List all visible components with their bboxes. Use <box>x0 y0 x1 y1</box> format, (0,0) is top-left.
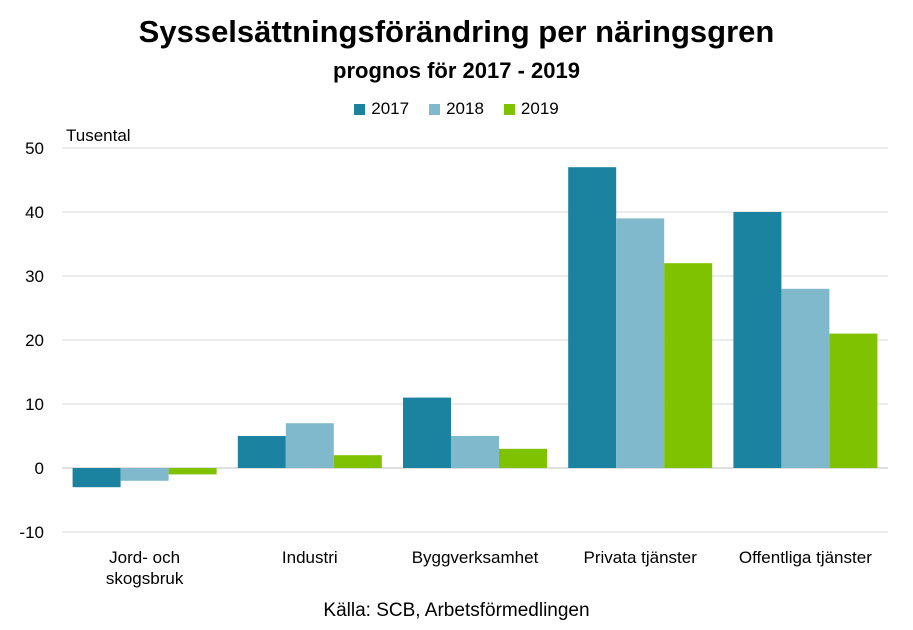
legend-item-2018: 2018 <box>429 99 484 119</box>
bar-2017 <box>568 167 617 468</box>
y-axis-label: Tusental <box>66 126 131 145</box>
bar-2018 <box>120 468 169 481</box>
legend-label-2018: 2018 <box>446 99 484 118</box>
category-label: Industri <box>282 548 338 567</box>
y-tick-label: 0 <box>35 459 44 478</box>
y-tick-label: 20 <box>25 331 44 350</box>
bar-2018 <box>451 436 499 468</box>
y-tick-label: 50 <box>25 139 44 158</box>
legend-label-2019: 2019 <box>520 99 559 118</box>
bar-2019 <box>168 468 217 475</box>
bar-2018 <box>781 288 830 468</box>
legend-swatch-2017 <box>354 103 366 115</box>
category-label: skogsbruk <box>106 569 184 588</box>
category-label: Jord- och <box>109 548 180 567</box>
y-tick-label: 30 <box>25 267 44 286</box>
bar-2019 <box>333 455 382 468</box>
bar-2018 <box>616 218 665 468</box>
category-label: Offentliga tjänster <box>739 548 872 567</box>
legend: 2017 2018 2019 <box>0 99 913 119</box>
legend-label-2017: 2017 <box>371 99 410 118</box>
y-tick-label: 10 <box>25 395 44 414</box>
bar-2019 <box>829 333 878 468</box>
category-label: Byggverksamhet <box>412 548 539 567</box>
bar-2017 <box>733 212 782 468</box>
legend-item-2017: 2017 <box>354 99 409 119</box>
y-tick-label: 40 <box>25 203 44 222</box>
source-note: Källa: SCB, Arbetsförmedlingen <box>323 600 590 621</box>
chart-title: Sysselsättningsförändring per näringsgre… <box>138 14 775 49</box>
bar-2017 <box>237 436 286 468</box>
bar-2018 <box>285 423 334 468</box>
legend-swatch-2018 <box>429 103 441 115</box>
legend-swatch-2019 <box>503 103 515 115</box>
bar-2017 <box>403 397 451 468</box>
category-label: Privata tjänster <box>584 548 698 567</box>
bar-2017 <box>72 468 121 488</box>
chart-subtitle: prognos för 2017 - 2019 <box>333 58 580 83</box>
legend-item-2019: 2019 <box>503 99 559 119</box>
y-tick-label: -10 <box>19 523 44 542</box>
bar-2019 <box>499 448 547 468</box>
bar-2019 <box>664 263 713 468</box>
